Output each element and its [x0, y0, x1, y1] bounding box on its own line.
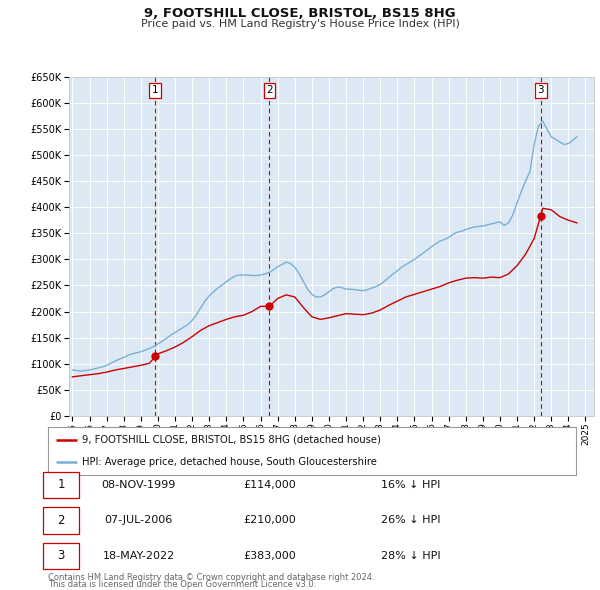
FancyBboxPatch shape — [43, 543, 79, 569]
Text: 3: 3 — [58, 549, 65, 562]
Text: £114,000: £114,000 — [244, 480, 296, 490]
FancyBboxPatch shape — [43, 507, 79, 533]
Text: £210,000: £210,000 — [244, 516, 296, 525]
Text: 28% ↓ HPI: 28% ↓ HPI — [381, 551, 440, 560]
Text: Contains HM Land Registry data © Crown copyright and database right 2024.: Contains HM Land Registry data © Crown c… — [48, 573, 374, 582]
Text: Price paid vs. HM Land Registry's House Price Index (HPI): Price paid vs. HM Land Registry's House … — [140, 19, 460, 29]
Text: 07-JUL-2006: 07-JUL-2006 — [104, 516, 173, 525]
FancyBboxPatch shape — [43, 472, 79, 498]
Text: 3: 3 — [538, 85, 544, 95]
Text: 9, FOOTSHILL CLOSE, BRISTOL, BS15 8HG: 9, FOOTSHILL CLOSE, BRISTOL, BS15 8HG — [144, 7, 456, 20]
Text: 08-NOV-1999: 08-NOV-1999 — [101, 480, 176, 490]
Text: This data is licensed under the Open Government Licence v3.0.: This data is licensed under the Open Gov… — [48, 581, 316, 589]
Text: 9, FOOTSHILL CLOSE, BRISTOL, BS15 8HG (detached house): 9, FOOTSHILL CLOSE, BRISTOL, BS15 8HG (d… — [82, 435, 381, 445]
Text: 2: 2 — [58, 514, 65, 527]
Text: HPI: Average price, detached house, South Gloucestershire: HPI: Average price, detached house, Sout… — [82, 457, 377, 467]
Text: £383,000: £383,000 — [244, 551, 296, 560]
Text: 26% ↓ HPI: 26% ↓ HPI — [381, 516, 440, 525]
Text: 16% ↓ HPI: 16% ↓ HPI — [381, 480, 440, 490]
Text: 1: 1 — [152, 85, 158, 95]
Text: 2: 2 — [266, 85, 273, 95]
Text: 1: 1 — [58, 478, 65, 491]
Text: 18-MAY-2022: 18-MAY-2022 — [103, 551, 175, 560]
